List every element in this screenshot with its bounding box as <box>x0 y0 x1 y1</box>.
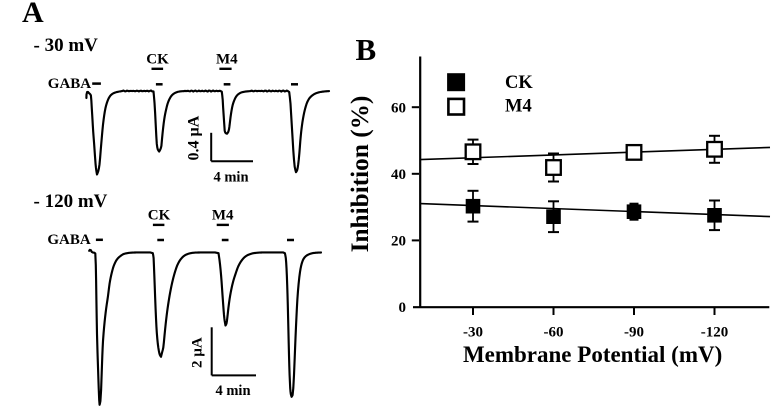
svg-text:0.4 µA: 0.4 µA <box>186 115 203 160</box>
svg-text:CK: CK <box>148 207 171 223</box>
svg-text:B: B <box>356 32 377 67</box>
svg-text:Membrane Potential (mV): Membrane Potential (mV) <box>463 342 722 367</box>
svg-text:0: 0 <box>399 300 407 316</box>
svg-text:A: A <box>22 0 44 29</box>
svg-text:60: 60 <box>391 100 406 116</box>
svg-text:- 30 mV: - 30 mV <box>34 35 99 56</box>
svg-text:CK: CK <box>505 73 533 93</box>
svg-text:-30: -30 <box>463 324 483 340</box>
svg-text:4 min: 4 min <box>213 170 248 186</box>
svg-text:GABA: GABA <box>47 232 91 248</box>
svg-text:M4: M4 <box>505 97 532 117</box>
svg-text:GABA: GABA <box>48 76 92 92</box>
svg-text:40: 40 <box>391 167 406 183</box>
svg-text:2 µA: 2 µA <box>190 337 206 368</box>
svg-text:-120: -120 <box>701 324 729 340</box>
svg-text:4 min: 4 min <box>215 383 250 399</box>
svg-text:Inhibition (%): Inhibition (%) <box>346 96 374 253</box>
svg-text:20: 20 <box>391 234 406 250</box>
svg-text:-60: -60 <box>544 324 564 340</box>
svg-text:-90: -90 <box>624 324 644 340</box>
svg-text:M4: M4 <box>216 51 238 67</box>
svg-text:M4: M4 <box>212 207 234 223</box>
svg-text:- 120 mV: - 120 mV <box>34 191 108 212</box>
svg-text:CK: CK <box>146 51 169 67</box>
